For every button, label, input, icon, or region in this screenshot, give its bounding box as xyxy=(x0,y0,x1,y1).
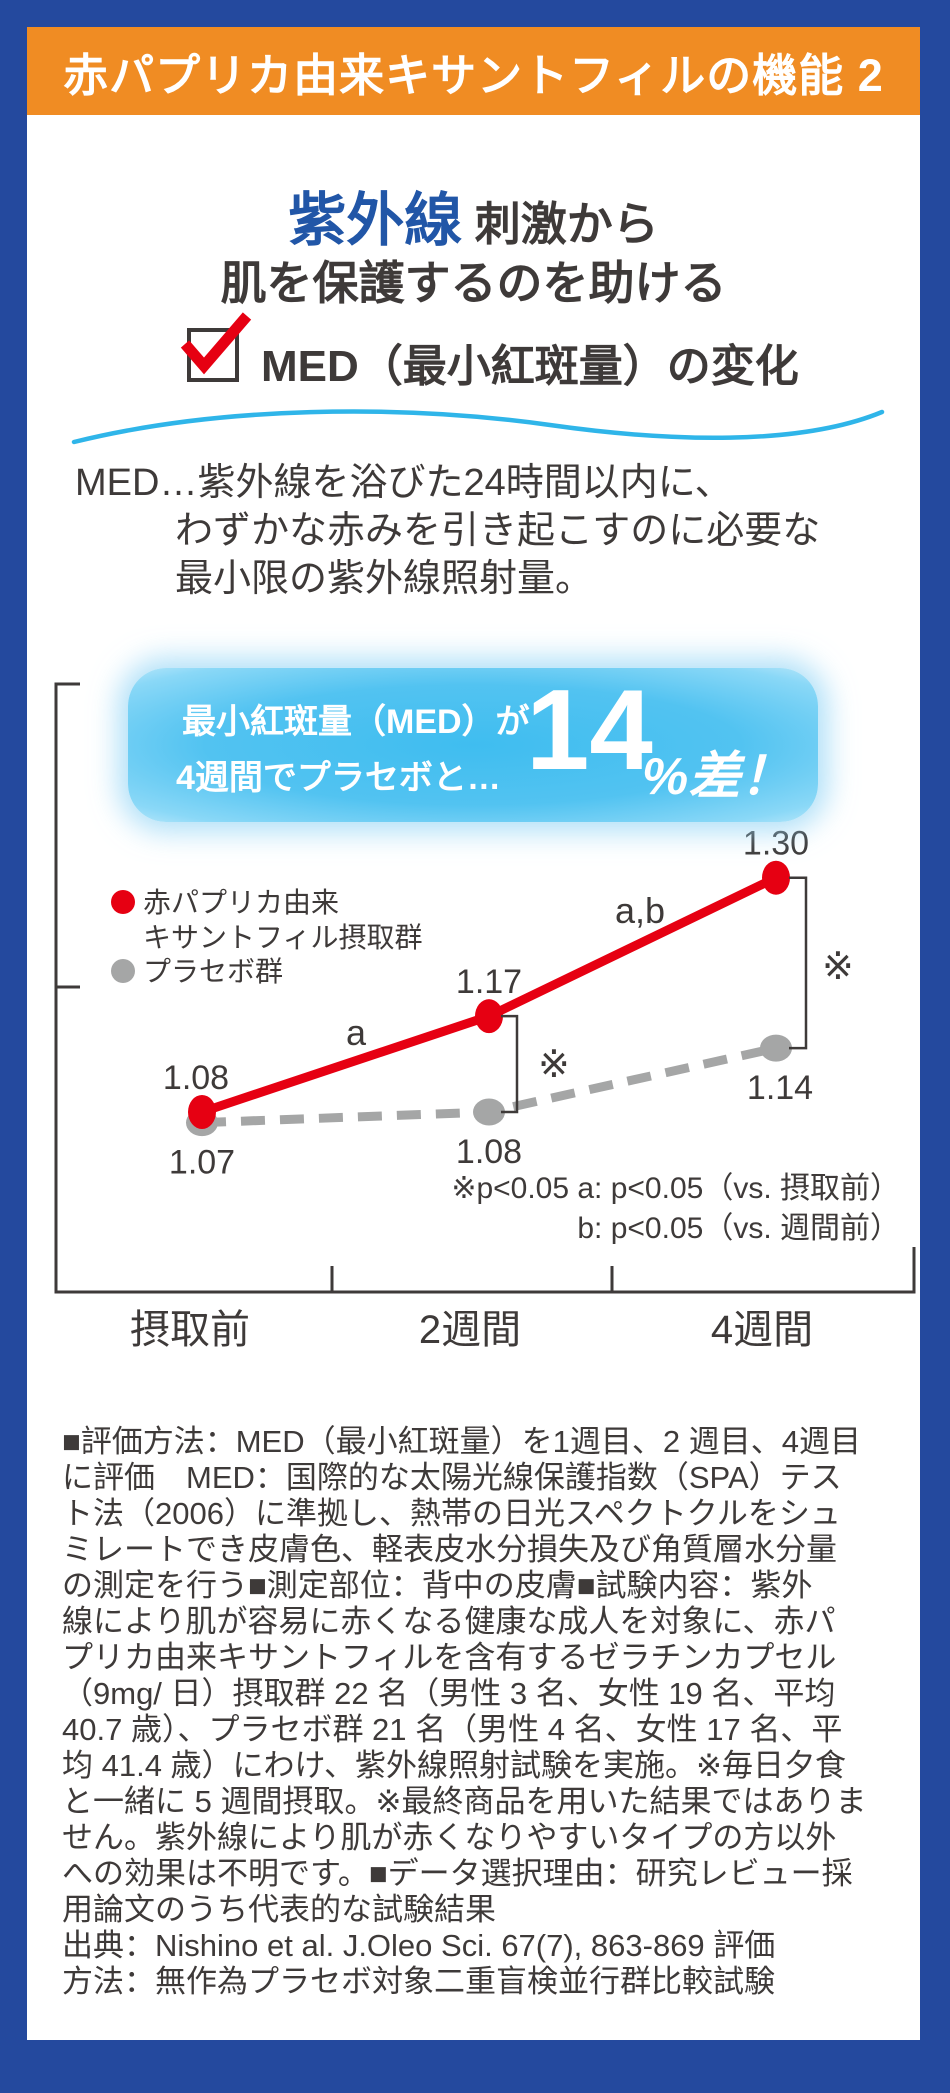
svg-text:摂取前: 摂取前 xyxy=(130,1308,250,1352)
svg-text:※p<0.05 a: p<0.05（vs. 摂取前）: ※p<0.05 a: p<0.05（vs. 摂取前） xyxy=(451,1172,900,1205)
med-line-chart: 1.07 1.08 1.14 1.08 1.17 1.30 a a,b ※ ※ 赤パプリカ由来キサン… xyxy=(54,682,916,1352)
svg-text:赤パプリカ由来: 赤パプリカ由来 xyxy=(143,887,339,918)
methodology-line: 均 41.4 歳）にわけ、紫外線照射試験を実施。※毎日夕食 xyxy=(62,1748,846,1783)
methodology-line: 40.7 歳）、プラセボ群 21 名（男性 4 名、女性 17 名、平 xyxy=(62,1712,843,1747)
svg-text:2週間: 2週間 xyxy=(419,1308,521,1352)
med-definition: MED…紫外線を浴びた24時間以内に、 わずかな赤みを引き起こすのに必要な 最小… xyxy=(75,459,895,603)
callout-line2: 4週間でプラセボと… xyxy=(176,759,501,797)
methodology-block: ■評価方法：MED（最小紅斑量）を1週目、2 週目、4週目 に評価 MED：国際… xyxy=(62,1424,902,2000)
header-title: 赤パプリカ由来キサントフィルの機能 2 xyxy=(63,49,884,101)
title-highlight: 紫外線 xyxy=(288,188,463,253)
content-area: 赤パプリカ由来キサントフィルの機能 2 紫外線 刺激から 肌を保護するのを助ける… xyxy=(27,27,920,2040)
methodology-line: 用論文のうち代表的な試験結果 xyxy=(62,1892,496,1927)
svg-text:※: ※ xyxy=(822,946,854,988)
svg-text:プラセボ群: プラセボ群 xyxy=(143,956,283,987)
methodology-line: 線により肌が容易に赤くなる健康な成人を対象に、赤パ xyxy=(62,1604,836,1639)
methodology-line: に評価 MED：国際的な太陽光線保護指数（SPA）テス xyxy=(62,1460,842,1495)
svg-text:a: a xyxy=(346,1012,367,1053)
med-definition-line2: わずかな赤みを引き起こすのに必要な xyxy=(175,510,821,552)
methodology-line: ト法（2006）に準拠し、熱帯の日光スペクトクルをシュ xyxy=(62,1496,841,1531)
callout-suffix: %差！ xyxy=(642,748,793,806)
methodology-line: ミレートでき皮膚色、軽表皮水分損失及び角質層水分量 xyxy=(62,1532,837,1567)
wave-divider xyxy=(71,409,885,445)
header-band: 赤パプリカ由来キサントフィルの機能 2 xyxy=(27,27,920,115)
svg-text:1.07: 1.07 xyxy=(169,1144,235,1182)
svg-text:a,b: a,b xyxy=(615,890,665,931)
svg-text:1.08: 1.08 xyxy=(456,1133,522,1171)
callout-big-number: 14 xyxy=(526,667,653,794)
methodology-line: と一緒に 5 週間摂取。※最終商品を用いた結果ではありま xyxy=(62,1784,867,1819)
methodology-line: プリカ由来キサントフィルを含有するゼラチンカプセル xyxy=(62,1640,837,1675)
result-callout: 最小紅斑量（MED）が 4週間でプラセボと… 14 %差！ xyxy=(128,668,818,822)
methodology-line: ■評価方法：MED（最小紅斑量）を1週目、2 週目、4週目 xyxy=(62,1424,861,1459)
svg-text:※: ※ xyxy=(538,1044,570,1086)
svg-text:b: p<0.05（vs. 週間前）: b: p<0.05（vs. 週間前） xyxy=(577,1212,900,1245)
methodology-line: 出典：Nishino et al. J.Oleo Sci. 67(7), 863… xyxy=(62,1928,776,1963)
title-rest: 刺激から xyxy=(474,198,659,250)
checkbox-heading-label: MED（最小紅斑量）の変化 xyxy=(261,342,799,391)
methodology-line: への効果は不明です。■データ選択理由：研究レビュー採 xyxy=(62,1856,853,1891)
med-definition-line1: MED…紫外線を浴びた24時間以内に、 xyxy=(75,462,733,504)
svg-text:1.30: 1.30 xyxy=(743,825,809,863)
methodology-line: （9mg/ 日）摂取群 22 名（男性 3 名、女性 19 名、平均 xyxy=(62,1676,836,1711)
svg-text:1.08: 1.08 xyxy=(163,1059,229,1097)
svg-text:1.14: 1.14 xyxy=(747,1069,813,1107)
methodology-line: 方法：無作為プラセボ対象二重盲検並行群比較試験 xyxy=(62,1964,775,1999)
main-title-line2: 肌を保護するのを助ける xyxy=(220,257,727,309)
methodology-line: の測定を行う■測定部位：背中の皮膚■試験内容：紫外 xyxy=(62,1568,813,1603)
methodology-line: せん。紫外線により肌が赤くなりやすいタイプの方以外 xyxy=(62,1820,837,1855)
main-title-line1: 紫外線 刺激から xyxy=(27,173,920,257)
callout-line1: 最小紅斑量（MED）が xyxy=(182,703,530,741)
svg-text:キサントフィル摂取群: キサントフィル摂取群 xyxy=(143,922,422,953)
svg-text:4週間: 4週間 xyxy=(711,1308,813,1352)
checkmark-icon xyxy=(180,312,252,375)
svg-text:1.17: 1.17 xyxy=(456,963,522,1001)
med-definition-line3: 最小限の紫外線照射量。 xyxy=(175,558,594,600)
